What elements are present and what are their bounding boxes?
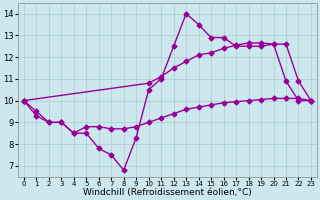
- X-axis label: Windchill (Refroidissement éolien,°C): Windchill (Refroidissement éolien,°C): [83, 188, 252, 197]
